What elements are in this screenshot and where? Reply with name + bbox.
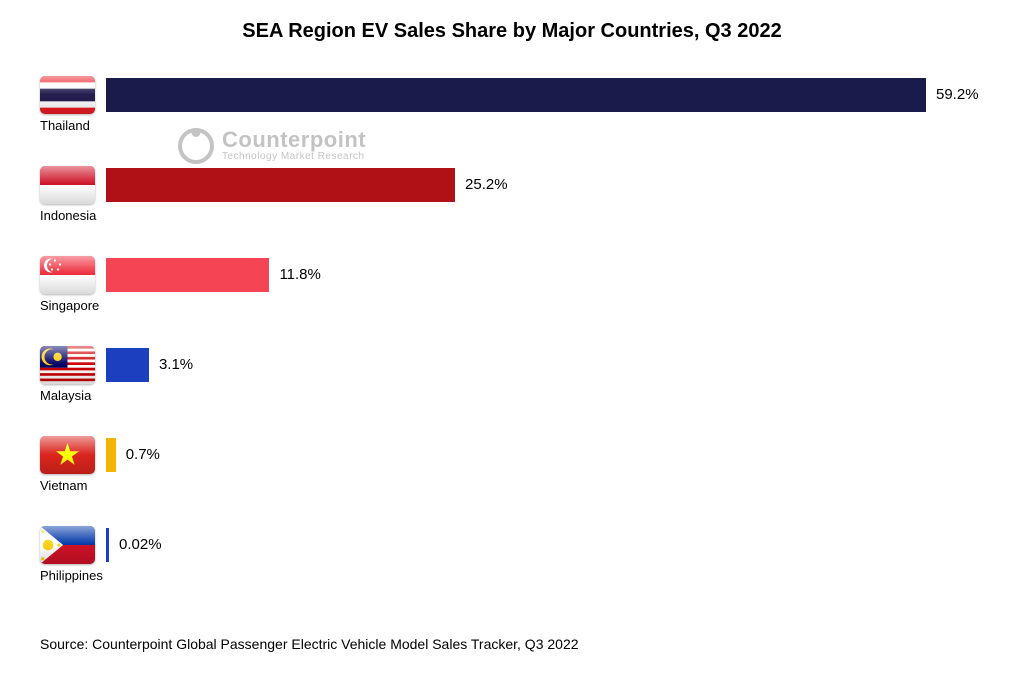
flag-icon bbox=[40, 256, 95, 294]
country-label: Malaysia bbox=[40, 388, 120, 403]
country-label: Vietnam bbox=[40, 478, 120, 493]
bar-track: 25.2% bbox=[106, 168, 984, 202]
bar-track: 11.8% bbox=[106, 258, 984, 292]
country-label: Thailand bbox=[40, 118, 120, 133]
chart-row: Malaysia 3.1% bbox=[40, 346, 984, 410]
bar-track: 59.2% bbox=[106, 78, 984, 112]
bar-track: 3.1% bbox=[106, 348, 984, 382]
watermark-sub: Technology Market Research bbox=[222, 151, 366, 163]
chart-row: Singapore 11.8% bbox=[40, 256, 984, 320]
bar bbox=[106, 78, 926, 112]
flag-icon bbox=[40, 526, 95, 564]
bar-track: 0.7% bbox=[106, 438, 984, 472]
flag-icon bbox=[40, 166, 95, 204]
country-label: Indonesia bbox=[40, 208, 120, 223]
ev-sales-share-chart: SEA Region EV Sales Share by Major Count… bbox=[0, 0, 1024, 676]
value-label: 25.2% bbox=[465, 168, 508, 202]
chart-row: Philippines 0.02% bbox=[40, 526, 984, 590]
value-label: 3.1% bbox=[159, 348, 193, 382]
bar bbox=[106, 348, 149, 382]
flag-icon bbox=[40, 436, 95, 474]
chart-row: Vietnam 0.7% bbox=[40, 436, 984, 500]
country-label: Singapore bbox=[40, 298, 120, 313]
value-label: 0.02% bbox=[119, 528, 162, 562]
bar bbox=[106, 438, 116, 472]
chart-row: Indonesia 25.2% bbox=[40, 166, 984, 230]
chart-source: Source: Counterpoint Global Passenger El… bbox=[40, 636, 579, 652]
flag-icon bbox=[40, 76, 95, 114]
value-label: 11.8% bbox=[279, 258, 320, 292]
chart-title: SEA Region EV Sales Share by Major Count… bbox=[0, 20, 1024, 43]
chart-row: Thailand 59.2% bbox=[40, 76, 984, 140]
bar bbox=[106, 168, 455, 202]
bar bbox=[106, 528, 109, 562]
bar-track: 0.02% bbox=[106, 528, 984, 562]
country-label: Philippines bbox=[40, 568, 120, 583]
value-label: 59.2% bbox=[936, 78, 979, 112]
flag-icon bbox=[40, 346, 95, 384]
value-label: 0.7% bbox=[126, 438, 160, 472]
bar bbox=[106, 258, 269, 292]
